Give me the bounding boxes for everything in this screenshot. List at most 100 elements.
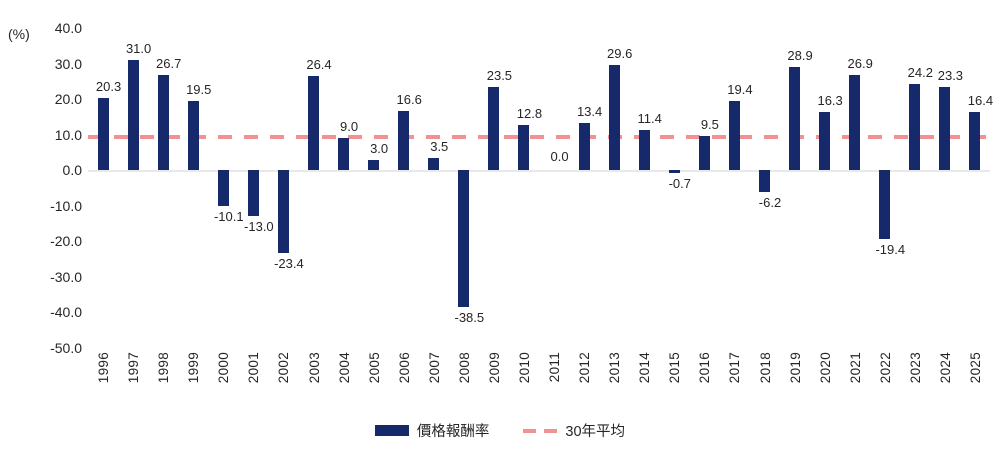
x-axis-tick-2018: 2018: [757, 352, 773, 384]
bar-value-label-2001: -13.0: [244, 219, 274, 235]
bar-2018[interactable]: [759, 170, 770, 193]
bar-2004[interactable]: [338, 138, 350, 171]
bar-value-label-2002: -23.4: [274, 256, 304, 272]
bar-value-label-2018: -6.2: [758, 195, 782, 211]
x-axis-tick-2021: 2021: [847, 352, 863, 384]
bar-2021[interactable]: [849, 74, 861, 171]
x-axis-tick-2003: 2003: [306, 352, 322, 384]
x-axis-tick-2019: 2019: [787, 352, 803, 384]
y-axis-tick: -10.0: [50, 197, 82, 214]
bar-value-label-2012: 13.4: [576, 103, 603, 119]
bar-1996[interactable]: [97, 98, 109, 171]
x-axis-tick-2014: 2014: [637, 352, 653, 384]
bar-2014[interactable]: [638, 129, 650, 171]
bar-2009[interactable]: [488, 86, 500, 171]
bar-value-label-2019: 28.9: [787, 48, 813, 64]
bar-value-label-2025: 16.4: [967, 92, 994, 108]
x-axis-tick-2011: 2011: [547, 352, 563, 383]
x-axis-tick-2016: 2016: [697, 352, 713, 384]
x-axis: 1996 1997 1998 1999 2000 2001 2002 2003 2004 2005…: [88, 352, 990, 410]
x-axis-tick-2001: 2001: [246, 352, 262, 384]
zero-baseline: [88, 170, 990, 173]
y-axis-tick: -20.0: [50, 233, 82, 250]
bar-2010[interactable]: [518, 124, 530, 171]
legend-label: 價格報酬率: [416, 424, 490, 440]
bar-2012[interactable]: [578, 122, 590, 171]
bar-2001[interactable]: [247, 170, 259, 217]
bar-value-label-2008: -38.5: [454, 310, 485, 326]
x-axis-tick-2022: 2022: [877, 352, 893, 384]
bar-2015[interactable]: [668, 170, 680, 173]
bar-value-label-1999: 19.5: [186, 81, 212, 97]
bar-2016[interactable]: [698, 136, 710, 171]
x-axis-tick-2007: 2007: [426, 352, 442, 384]
x-axis-tick-2008: 2008: [456, 352, 472, 384]
bar-2023[interactable]: [909, 84, 921, 171]
x-axis-tick-2023: 2023: [907, 352, 923, 384]
bar-2022[interactable]: [879, 170, 891, 240]
x-axis-tick-2009: 2009: [486, 352, 502, 384]
bar-value-label-2006: 16.6: [396, 92, 422, 108]
x-axis-tick-2020: 2020: [817, 352, 833, 384]
bar-2013[interactable]: [608, 64, 620, 171]
y-axis-tick: 20.0: [54, 91, 82, 108]
bar-2003[interactable]: [308, 76, 319, 171]
y-axis-tick: -50.0: [50, 340, 82, 356]
x-axis-tick-2005: 2005: [366, 352, 382, 384]
bar-2007[interactable]: [428, 157, 440, 171]
bar-2005[interactable]: [368, 159, 380, 171]
bar-value-label-2017: 19.4: [727, 82, 753, 98]
legend-item-1[interactable]: 價格報酬率: [374, 420, 490, 441]
bar-1998[interactable]: [157, 75, 169, 171]
y-axis-tick: -40.0: [50, 304, 82, 321]
x-axis-tick-2012: 2012: [577, 352, 593, 384]
bar-value-label-2023: 24.2: [907, 65, 933, 81]
plot-area: 20.3 31.0 26.7 19.5 -10.1 -13.0 -23.4 26.4 9.0 3.…: [88, 28, 993, 348]
bar-value-label-2022: -19.4: [875, 242, 906, 258]
bar-value-label-2005: 3.0: [370, 140, 389, 156]
bar-value-label-1998: 26.7: [156, 56, 182, 72]
bar-2017[interactable]: [728, 101, 740, 171]
bar-2006[interactable]: [398, 111, 410, 171]
chart-legend: 價格報酬率 30年平均: [0, 420, 1000, 441]
x-axis-tick-2015: 2015: [667, 352, 683, 384]
bar-2024[interactable]: [939, 87, 951, 171]
bar-value-label-2021: 26.9: [847, 55, 873, 71]
x-axis-tick-2000: 2000: [216, 352, 232, 384]
x-axis-tick-1999: 1999: [186, 352, 202, 384]
bar-2025[interactable]: [969, 111, 981, 171]
bar-value-label-2009: 23.5: [486, 67, 513, 83]
bar-value-label-2024: 23.3: [937, 68, 964, 84]
bar-value-label-2020: 16.3: [817, 93, 843, 109]
x-axis-tick-2002: 2002: [276, 352, 292, 384]
bar-2020[interactable]: [819, 112, 831, 171]
x-axis-tick-1997: 1997: [126, 352, 142, 384]
bar-value-label-2011: 0.0: [550, 149, 569, 165]
legend-item-2[interactable]: 30年平均: [523, 420, 625, 441]
bar-2008[interactable]: [458, 170, 470, 308]
y-axis-tick: 0.0: [62, 162, 82, 179]
average-reference-line: [88, 135, 990, 140]
y-axis-tick: 30.0: [54, 55, 82, 72]
y-axis-tick: 40.0: [54, 20, 82, 36]
bar-value-label-2003: 26.4: [306, 57, 332, 73]
y-axis-unit-label: (%): [8, 26, 30, 42]
bar-value-label-1996: 20.3: [95, 79, 122, 95]
bar-2002[interactable]: [277, 170, 289, 254]
x-axis-tick-2025: 2025: [967, 352, 983, 384]
x-axis-tick-2017: 2017: [727, 352, 743, 384]
bar-1997[interactable]: [127, 60, 139, 171]
x-axis-tick-2010: 2010: [516, 352, 532, 384]
legend-label: 30年平均: [565, 424, 626, 440]
bar-2000[interactable]: [217, 170, 229, 207]
legend-bar-swatch-icon: [374, 425, 409, 436]
legend-dashed-line-swatch-icon: [523, 428, 558, 433]
bar-1999[interactable]: [187, 100, 199, 171]
bar-value-label-2014: 11.4: [637, 110, 662, 126]
bar-2019[interactable]: [789, 67, 801, 171]
x-axis-tick-2013: 2013: [607, 352, 623, 384]
y-axis: 40.0 30.0 20.0 10.0 0.0 -10.0 -20.0 -30.0 -40.0 -…: [34, 0, 82, 360]
bar-value-label-2007: 3.5: [430, 138, 449, 154]
y-axis-tick: 10.0: [54, 126, 82, 143]
